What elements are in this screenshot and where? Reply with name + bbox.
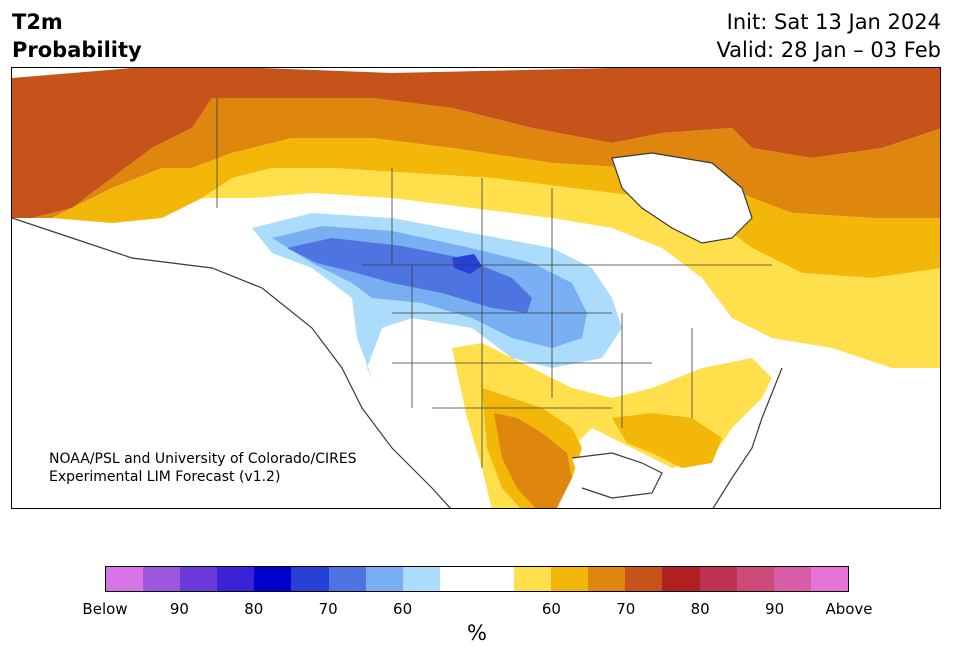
colorbar-cell — [439, 567, 477, 591]
colorbar-cell — [625, 567, 663, 591]
colorbar-cell — [106, 567, 144, 591]
colorbar-tick-label: 60 — [541, 600, 561, 618]
colorbar-cell — [291, 567, 329, 591]
credit-line-1: NOAA/PSL and University of Colorado/CIRE… — [49, 451, 357, 467]
init-date: Init: Sat 13 Jan 2024 — [726, 10, 941, 34]
gulf-gold-region — [612, 413, 722, 468]
colorbar-tick-label: 90 — [169, 600, 189, 618]
colorbar-cell — [328, 567, 366, 591]
colorbar-cell — [551, 567, 589, 591]
canada-yellow-band — [202, 168, 940, 368]
canada-gold-band — [52, 138, 940, 278]
credit-text: NOAA/PSL and University of Colorado/CIRE… — [49, 450, 357, 486]
coastlines — [12, 152, 783, 508]
forecast-dates: Init: Sat 13 Jan 2024 Valid: 28 Jan – 03… — [716, 8, 941, 64]
pacific-ocean — [12, 218, 451, 508]
colorbar-cell — [365, 567, 403, 591]
colorbar-tick-label: 70 — [318, 600, 338, 618]
title-variable: T2m — [12, 10, 63, 34]
gulf-of-mexico — [572, 453, 662, 498]
colorbar-tick-label: Below — [82, 600, 128, 618]
mexico-orange-region — [494, 413, 572, 508]
colorbar-unit: % — [467, 621, 487, 645]
hudson-bay — [612, 153, 752, 243]
colorbar-tick-label: Above — [825, 600, 873, 618]
cold-strong-region — [287, 238, 532, 313]
valid-date: Valid: 28 Jan – 03 Feb — [716, 38, 941, 62]
colorbar-cell — [514, 567, 552, 591]
credit-line-2: Experimental LIM Forecast (v1.2) — [49, 469, 281, 485]
state-borders — [216, 98, 772, 468]
colorbar-cell — [810, 567, 848, 591]
colorbar-cell — [588, 567, 626, 591]
colorbar-tick-label: 80 — [690, 600, 710, 618]
colorbar-cell — [736, 567, 774, 591]
colorbar-cell — [180, 567, 218, 591]
cold-core-region — [452, 254, 482, 274]
colorbar-tick-label: 60 — [393, 600, 413, 618]
alaska-warm-region — [12, 68, 940, 218]
colorbar-tick-label: 90 — [765, 600, 785, 618]
colorbar-tick-label: 70 — [616, 600, 636, 618]
canada-orange-band — [32, 98, 940, 218]
colorbar-cell — [773, 567, 811, 591]
map-title: T2m Probability — [12, 8, 142, 64]
colorbar-cell — [254, 567, 292, 591]
colorbar-cell — [699, 567, 737, 591]
title-subtitle: Probability — [12, 38, 142, 62]
forecast-map — [11, 67, 941, 509]
colorbar-tick-label: 80 — [244, 600, 264, 618]
probability-colorbar — [105, 566, 849, 592]
colorbar-cell — [662, 567, 700, 591]
colorbar-cell — [476, 567, 515, 591]
colorbar-cell — [217, 567, 255, 591]
colorbar-cell — [402, 567, 440, 591]
atlantic-ocean — [713, 358, 940, 508]
colorbar-cell — [143, 567, 181, 591]
